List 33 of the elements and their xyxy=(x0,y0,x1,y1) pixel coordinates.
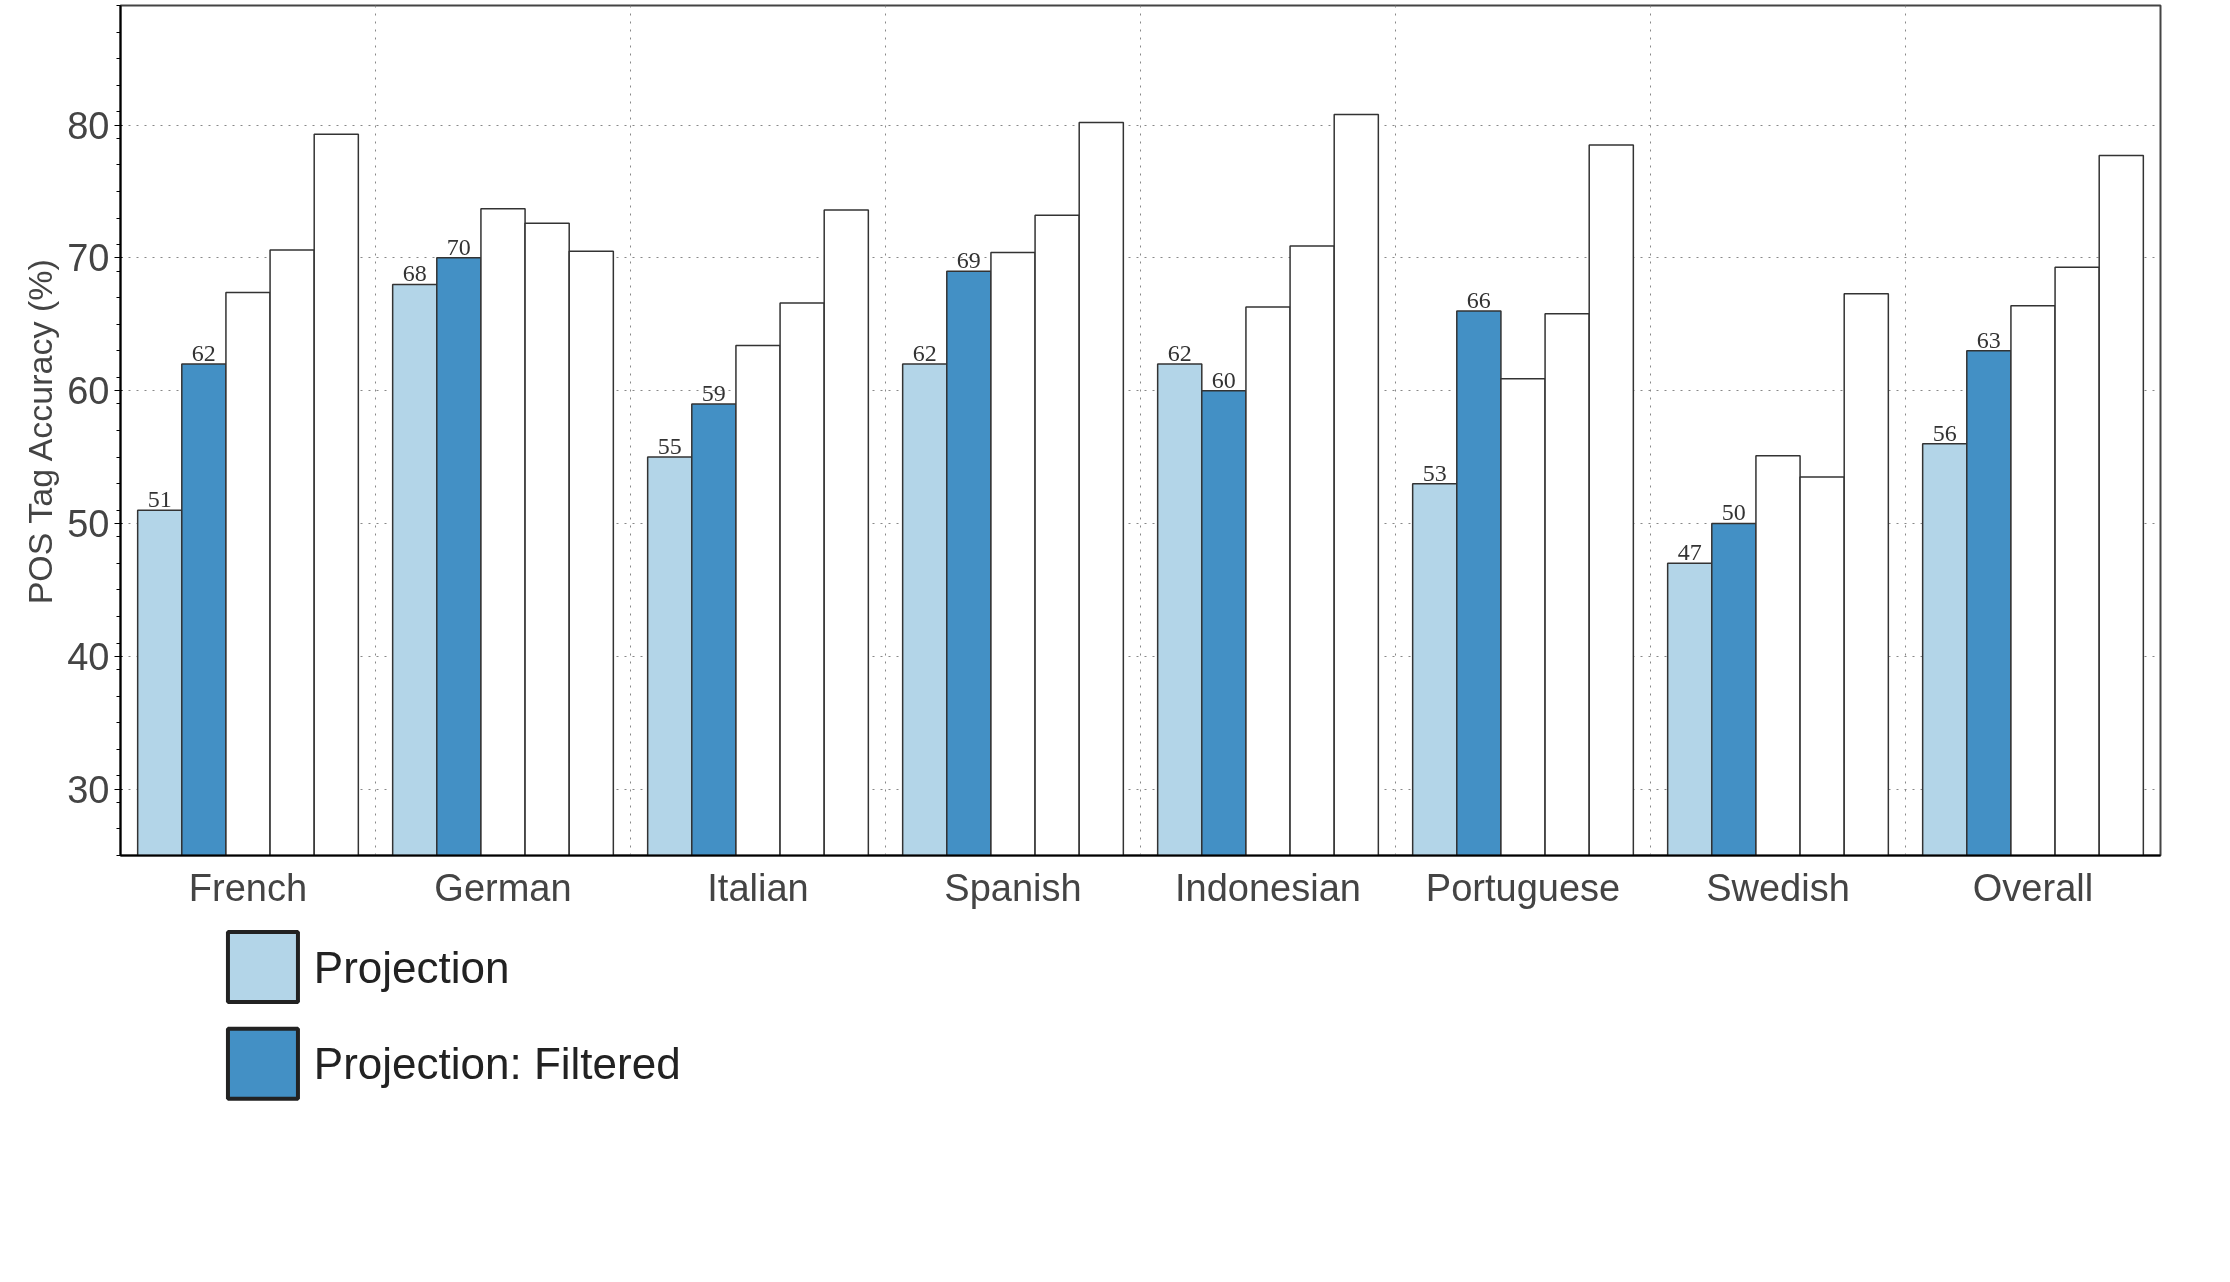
x-tick-label: Spanish xyxy=(944,866,1082,909)
x-tick-label: German xyxy=(434,866,572,909)
data-label: 51 xyxy=(147,486,172,513)
x-tick-label: Swedish xyxy=(1706,866,1850,909)
data-label: 60 xyxy=(1211,366,1236,393)
data-label: 70 xyxy=(446,233,471,260)
data-label: 62 xyxy=(912,340,937,367)
data-label: 62 xyxy=(1167,340,1192,367)
legend-label: Projection: Filtered xyxy=(313,1039,681,1089)
y-tick-label: 50 xyxy=(67,502,110,545)
data-label: 66 xyxy=(1466,286,1491,313)
x-tick-label: French xyxy=(188,866,308,909)
data-label: 56 xyxy=(1932,419,1957,446)
x-tick-label: Indonesian xyxy=(1175,866,1361,909)
data-label: 68 xyxy=(402,260,427,287)
data-label: 63 xyxy=(1976,326,2001,353)
data-label: 59 xyxy=(701,379,726,406)
data-label: 50 xyxy=(1721,499,1746,526)
data-label: 53 xyxy=(1422,459,1447,486)
data-label: 47 xyxy=(1677,539,1702,566)
y-tick-label: 80 xyxy=(67,104,110,147)
y-tick-label: 30 xyxy=(67,768,110,811)
data-label: 55 xyxy=(657,433,682,460)
y-tick-label: 60 xyxy=(67,370,110,413)
y-tick-label: 70 xyxy=(67,237,110,280)
y-tick-label: 40 xyxy=(67,635,110,678)
x-tick-label: Portuguese xyxy=(1425,866,1621,909)
x-tick-label: Italian xyxy=(707,866,809,909)
x-tick-label: Overall xyxy=(1972,866,2094,909)
data-label: 62 xyxy=(191,340,216,367)
legend-label: Projection xyxy=(313,942,510,992)
y-axis-title: POS Tag Accuracy (%) xyxy=(21,259,60,605)
data-label: 69 xyxy=(956,247,981,274)
